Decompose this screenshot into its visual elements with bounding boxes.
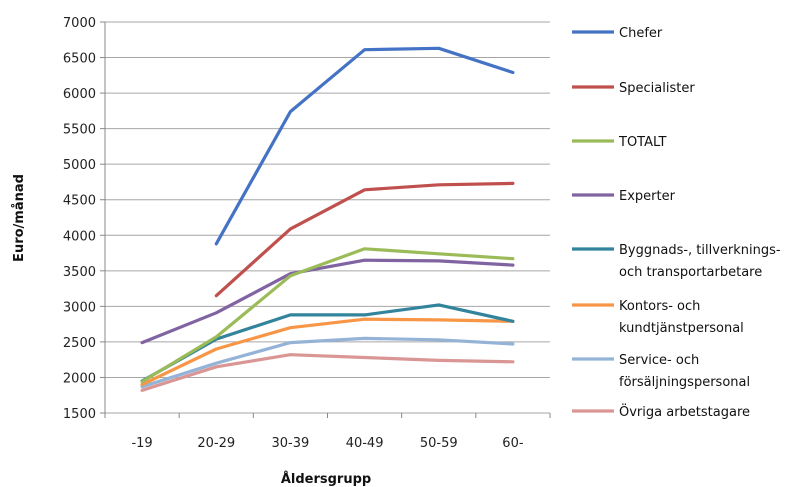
series-line-totalt (140, 247, 515, 384)
y-axis-ticks: 1500 2000 2500 3000 3500 4000 4500 5000 5500 6000… (63, 16, 96, 422)
y-tick-label: 3500 (63, 265, 96, 280)
y-tick-label: 4500 (63, 194, 96, 209)
x-tick-label: 60- (502, 436, 524, 451)
series-lines (140, 46, 515, 392)
legend-label: Byggnads-, tillverknings- (619, 243, 781, 258)
y-tick-label: 6000 (63, 87, 96, 102)
y-axis-title: Euro/månad (12, 174, 27, 262)
series-line-kontors-och-kundtj-nstpersonal (140, 317, 515, 387)
y-tick-label: 5000 (63, 158, 96, 173)
y-tick-label: 1500 (63, 407, 96, 422)
x-tick-label: 40-49 (346, 436, 384, 451)
x-tick-label: 20-29 (197, 436, 235, 451)
legend-label: försäljningspersonal (619, 375, 750, 390)
legend-label: Chefer (619, 26, 663, 41)
x-axis-title: Åldersgrupp (281, 471, 371, 487)
x-axis-ticks: -19 20-29 30-39 40-49 50-59 60- (131, 436, 523, 451)
x-tick-label: 50-59 (420, 436, 458, 451)
legend-label: Kontors- och (619, 299, 700, 314)
legend-label: och transportarbetare (619, 265, 762, 280)
legend-label: Övriga arbetstagare (619, 403, 750, 420)
series-line--vriga-arbetstagare (140, 353, 515, 392)
legend: Chefer Specialister TOTALT Experter Byggnads… (572, 26, 781, 420)
series-line-chefer (214, 46, 515, 246)
y-tick-label: 5500 (63, 123, 96, 138)
series-line-specialister (214, 181, 515, 298)
y-tick-label: 3000 (63, 300, 96, 315)
x-tick-label: 30-39 (272, 436, 310, 451)
y-tick-label: 6500 (63, 52, 96, 67)
y-tick-label: 2500 (63, 336, 96, 351)
legend-label: Specialister (619, 81, 695, 96)
y-tick-label: 2000 (63, 371, 96, 386)
series-line-experter (140, 258, 515, 345)
legend-label: Experter (619, 189, 676, 204)
legend-label: Service- och (619, 353, 699, 368)
y-tick-label: 7000 (63, 16, 96, 31)
legend-label: kundtjänstpersonal (619, 321, 744, 336)
series-line-service-och-f-rs-ljningspersonal (140, 336, 515, 389)
y-tick-label: 4000 (63, 229, 96, 244)
legend-label: TOTALT (618, 135, 666, 150)
x-tick-label: -19 (131, 436, 152, 451)
